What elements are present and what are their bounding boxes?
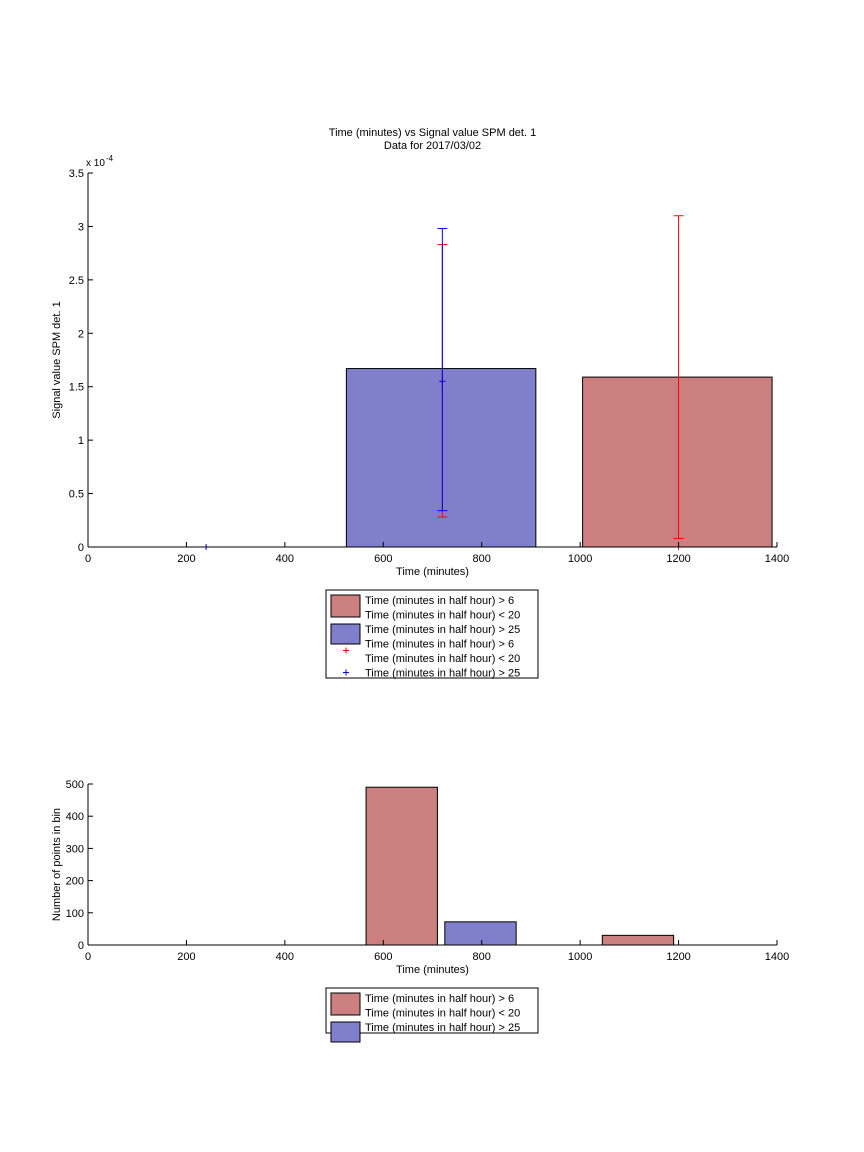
legend-label: Time (minutes in half hour) > 6 (365, 639, 514, 651)
chart-subtitle: Data for 2017/03/02 (384, 140, 481, 152)
y-tick-label: 1.5 (69, 382, 84, 394)
legend-item-1: Time (minutes in half hour) > 6 Time (min… (330, 992, 520, 1020)
legend-swatch (330, 623, 361, 645)
x-tick-label: 800 (473, 951, 491, 963)
legend-swatch (330, 594, 361, 618)
legend-label: Time (minutes in half hour) > 25 (365, 624, 520, 636)
y-tick-label: 100 (66, 908, 84, 920)
legend-label: Time (minutes in half hour) < 20 (365, 610, 520, 622)
bar-series-2-1 (444, 921, 517, 946)
x-tick-label: 400 (276, 951, 294, 963)
x-axis-label: Time (minutes) (396, 964, 469, 976)
y-tick-label: 3 (78, 221, 84, 233)
legend-box (325, 987, 539, 1034)
x-tick-label: 400 (276, 553, 294, 565)
legend-label: Time (minutes in half hour) > 25 (365, 668, 520, 680)
y-axis-label: Signal value SPM det. 1 (51, 301, 63, 418)
legend-item-1: Time (minutes in half hour) > 6 Time (min… (330, 594, 520, 622)
bar-series-1-1 (365, 786, 438, 946)
x-tick-label: 1000 (568, 553, 592, 565)
y-tick-label: 0 (78, 542, 84, 554)
x-tick-label: 600 (374, 951, 392, 963)
x-tick-label: 1400 (765, 951, 789, 963)
legend-label: Time (minutes in half hour) < 20 (365, 1008, 520, 1020)
legend-label: Time (minutes in half hour) > 6 (365, 993, 514, 1005)
x-tick-label: 200 (177, 951, 195, 963)
y-tick-label: 2.5 (69, 275, 84, 287)
legend-swatch (330, 1021, 361, 1043)
y-tick-label: 2 (78, 328, 84, 340)
legend-item-2: Time (minutes in half hour) > 25 (330, 1021, 520, 1043)
y-tick-label: 3.5 (69, 168, 84, 180)
chart-title: Time (minutes) vs Signal value SPM det. … (329, 127, 536, 139)
x-tick-label: 1200 (666, 553, 690, 565)
bar-series-1-2 (601, 934, 675, 946)
y-tick-label: 200 (66, 876, 84, 888)
x-tick-label: 1400 (765, 553, 789, 565)
y-tick-label: 500 (66, 779, 84, 791)
legend: Time (minutes in half hour) > 6 Time (min… (325, 987, 539, 1043)
y-tick-label: 0.5 (69, 489, 84, 501)
legend-label: Time (minutes in half hour) > 6 (365, 595, 514, 607)
chart-2: 0 200 400 600 800 1000 1200 1400 0 100 200 300 400 50… (51, 779, 789, 1043)
legend-label: Time (minutes in half hour) > 25 (365, 1022, 520, 1034)
y-tick-label: 0 (78, 940, 84, 952)
bar-series-1-1 (582, 376, 773, 548)
x-tick-label: 800 (473, 553, 491, 565)
y-exponent-label: x 10 (86, 158, 105, 169)
legend-label: Time (minutes in half hour) < 20 (365, 653, 520, 665)
y-tick-label: 300 (66, 843, 84, 855)
bar-series-2-1 (345, 368, 537, 548)
legend: Time (minutes in half hour) > 6 Time (min… (325, 589, 539, 680)
y-exponent-power: -4 (106, 154, 114, 163)
x-tick-label: 600 (374, 553, 392, 565)
legend-item-2: Time (minutes in half hour) > 25 (330, 623, 520, 645)
legend-item-3: Time (minutes in half hour) > 6 Time (min… (343, 639, 520, 665)
chart-1: Time (minutes) vs Signal value SPM det. … (51, 127, 789, 680)
x-tick-label: 0 (85, 553, 91, 565)
x-tick-label: 0 (85, 951, 91, 963)
x-tick-label: 1200 (666, 951, 690, 963)
x-tick-label: 1000 (568, 951, 592, 963)
errorbar-series-2-3 (437, 228, 448, 512)
x-axis-label: Time (minutes) (396, 566, 469, 578)
legend-swatch (330, 992, 361, 1016)
y-tick-label: 400 (66, 811, 84, 823)
y-tick-label: 1 (78, 435, 84, 447)
x-tick-label: 200 (177, 553, 195, 565)
y-axis-label: Number of points in bin (51, 808, 63, 921)
legend-item-4: Time (minutes in half hour) > 25 (343, 668, 520, 680)
legend-box (325, 589, 539, 679)
